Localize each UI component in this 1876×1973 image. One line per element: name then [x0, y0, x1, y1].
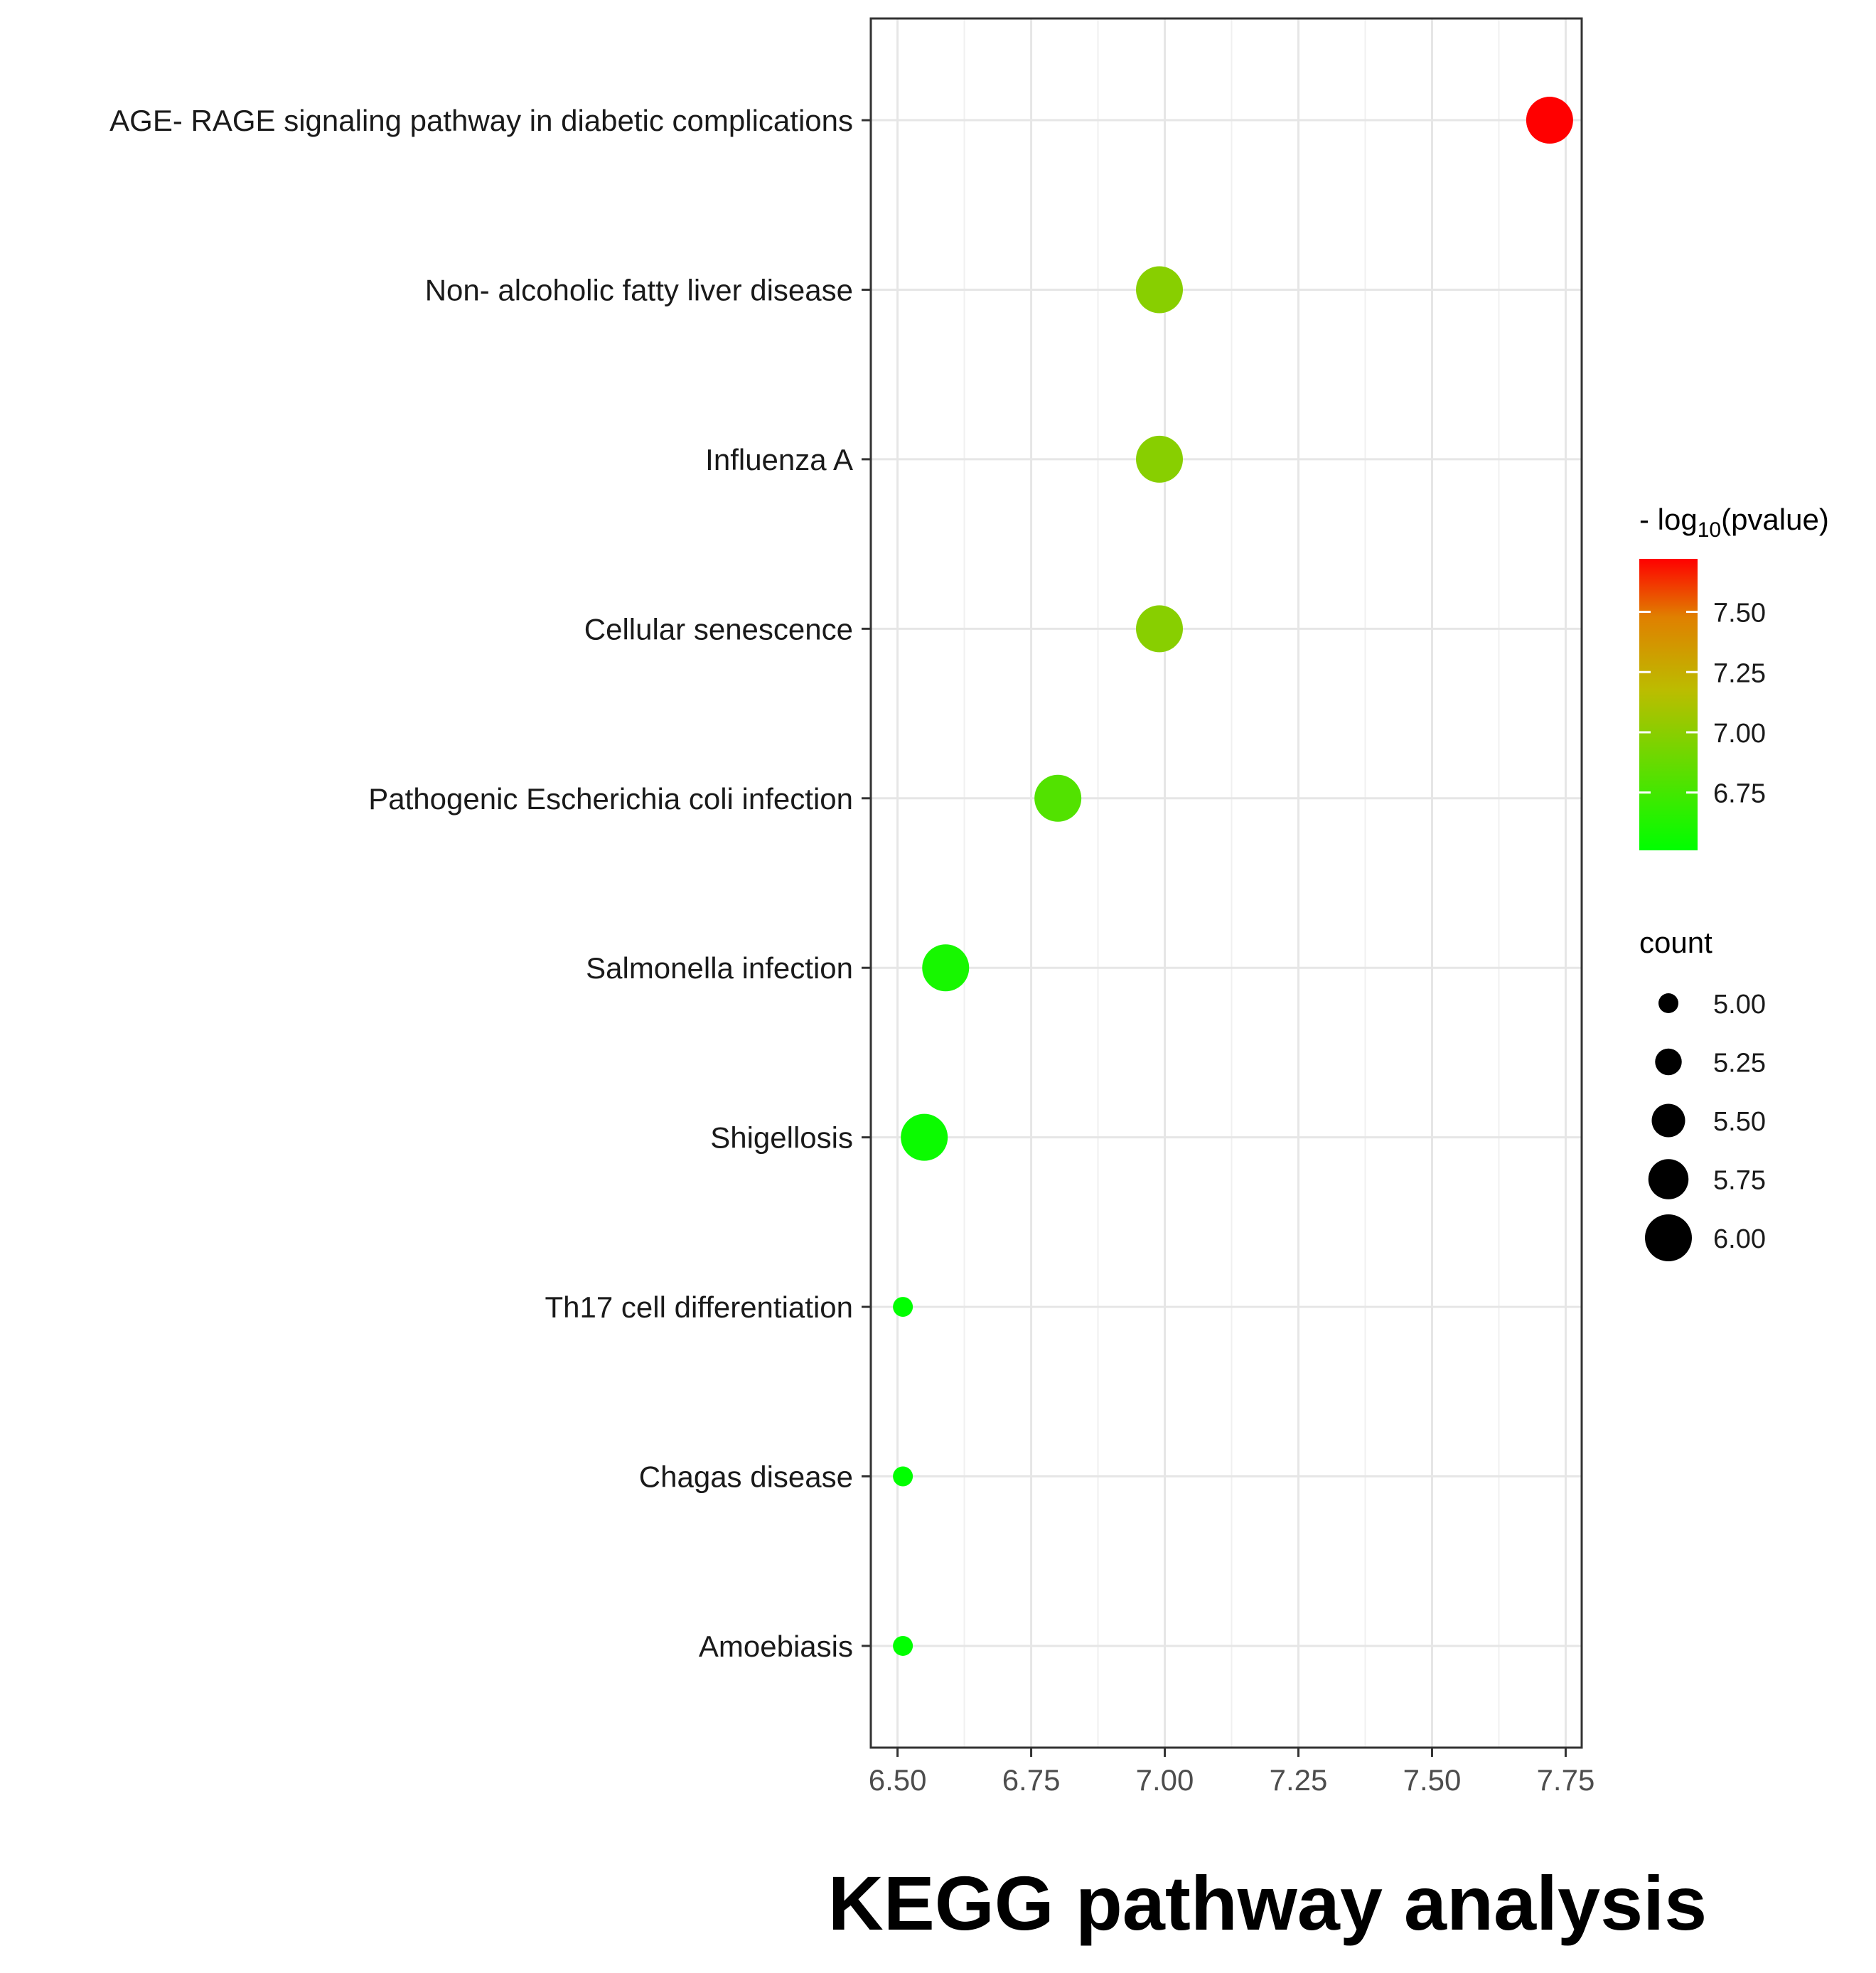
size-legend-key [1645, 1214, 1692, 1261]
plot-panel-border [869, 17, 1583, 1749]
x-tick-label: 6.75 [1002, 1763, 1061, 1797]
color-legend-bar [1639, 559, 1698, 850]
color-legend-tick-label: 6.75 [1713, 779, 1766, 809]
data-points [893, 97, 1573, 1656]
y-tick-label: Th17 cell differentiation [545, 1290, 854, 1324]
size-legend-label: 5.25 [1713, 1049, 1766, 1079]
size-legend-key [1655, 1048, 1682, 1076]
size-legend-label: 5.50 [1713, 1107, 1766, 1137]
data-point [901, 1113, 948, 1161]
color-legend-tick-label: 7.25 [1713, 658, 1766, 688]
x-tick-label: 7.00 [1136, 1763, 1194, 1797]
data-point [1526, 97, 1573, 144]
color-legend-tick-label: 7.00 [1713, 719, 1766, 749]
y-tick-label: Influenza A [705, 443, 853, 476]
y-tick-label: Salmonella infection [586, 951, 853, 985]
y-tick-label: Pathogenic Escherichia coli infection [368, 782, 853, 816]
data-point [893, 1466, 913, 1487]
y-tick-label: Chagas disease [639, 1460, 853, 1494]
color-legend-title: - log10(pvalue) [1639, 503, 1829, 542]
size-legend: count 5.00 5.25 5.50 5.75 6.00 [1639, 926, 1766, 1261]
size-legend-title: count [1639, 926, 1712, 959]
data-point [1034, 774, 1082, 822]
y-tick-label: Non- alcoholic fatty liver disease [425, 273, 853, 306]
data-point [1136, 266, 1184, 314]
data-point [1136, 605, 1184, 653]
data-point [893, 1635, 913, 1656]
y-tick-label: Cellular senescence [584, 612, 853, 646]
grid [871, 18, 1582, 1748]
size-legend-label: 5.00 [1713, 990, 1766, 1020]
color-legend: - log10(pvalue) 7.50 7.25 7.00 6.75 [1639, 503, 1829, 850]
color-legend-tick-label: 7.50 [1713, 599, 1766, 629]
size-legend-label: 5.75 [1713, 1166, 1766, 1196]
y-tick-label: AGE- RAGE signaling pathway in diabetic … [109, 104, 853, 137]
data-point [893, 1297, 913, 1317]
x-tick-label: 7.25 [1270, 1763, 1328, 1797]
y-tick-label: Amoebiasis [699, 1630, 853, 1663]
size-legend-label: 6.00 [1713, 1224, 1766, 1254]
size-legend-key [1648, 1159, 1689, 1199]
plot-panel-background [871, 18, 1582, 1748]
size-legend-key [1651, 1103, 1685, 1138]
data-point [922, 944, 970, 992]
y-axis: AGE- RAGE signaling pathway in diabetic … [109, 104, 871, 1663]
x-tick-label: 7.50 [1403, 1763, 1462, 1797]
size-legend-key [1658, 993, 1678, 1013]
chart-title: KEGG pathway analysis [828, 1860, 1707, 1946]
data-point [1136, 435, 1184, 483]
x-tick-label: 7.75 [1537, 1763, 1595, 1797]
x-axis: 6.50 6.75 7.00 7.25 7.50 7.75 [869, 1748, 1595, 1797]
x-tick-label: 6.50 [869, 1763, 927, 1797]
y-tick-label: Shigellosis [710, 1121, 853, 1155]
